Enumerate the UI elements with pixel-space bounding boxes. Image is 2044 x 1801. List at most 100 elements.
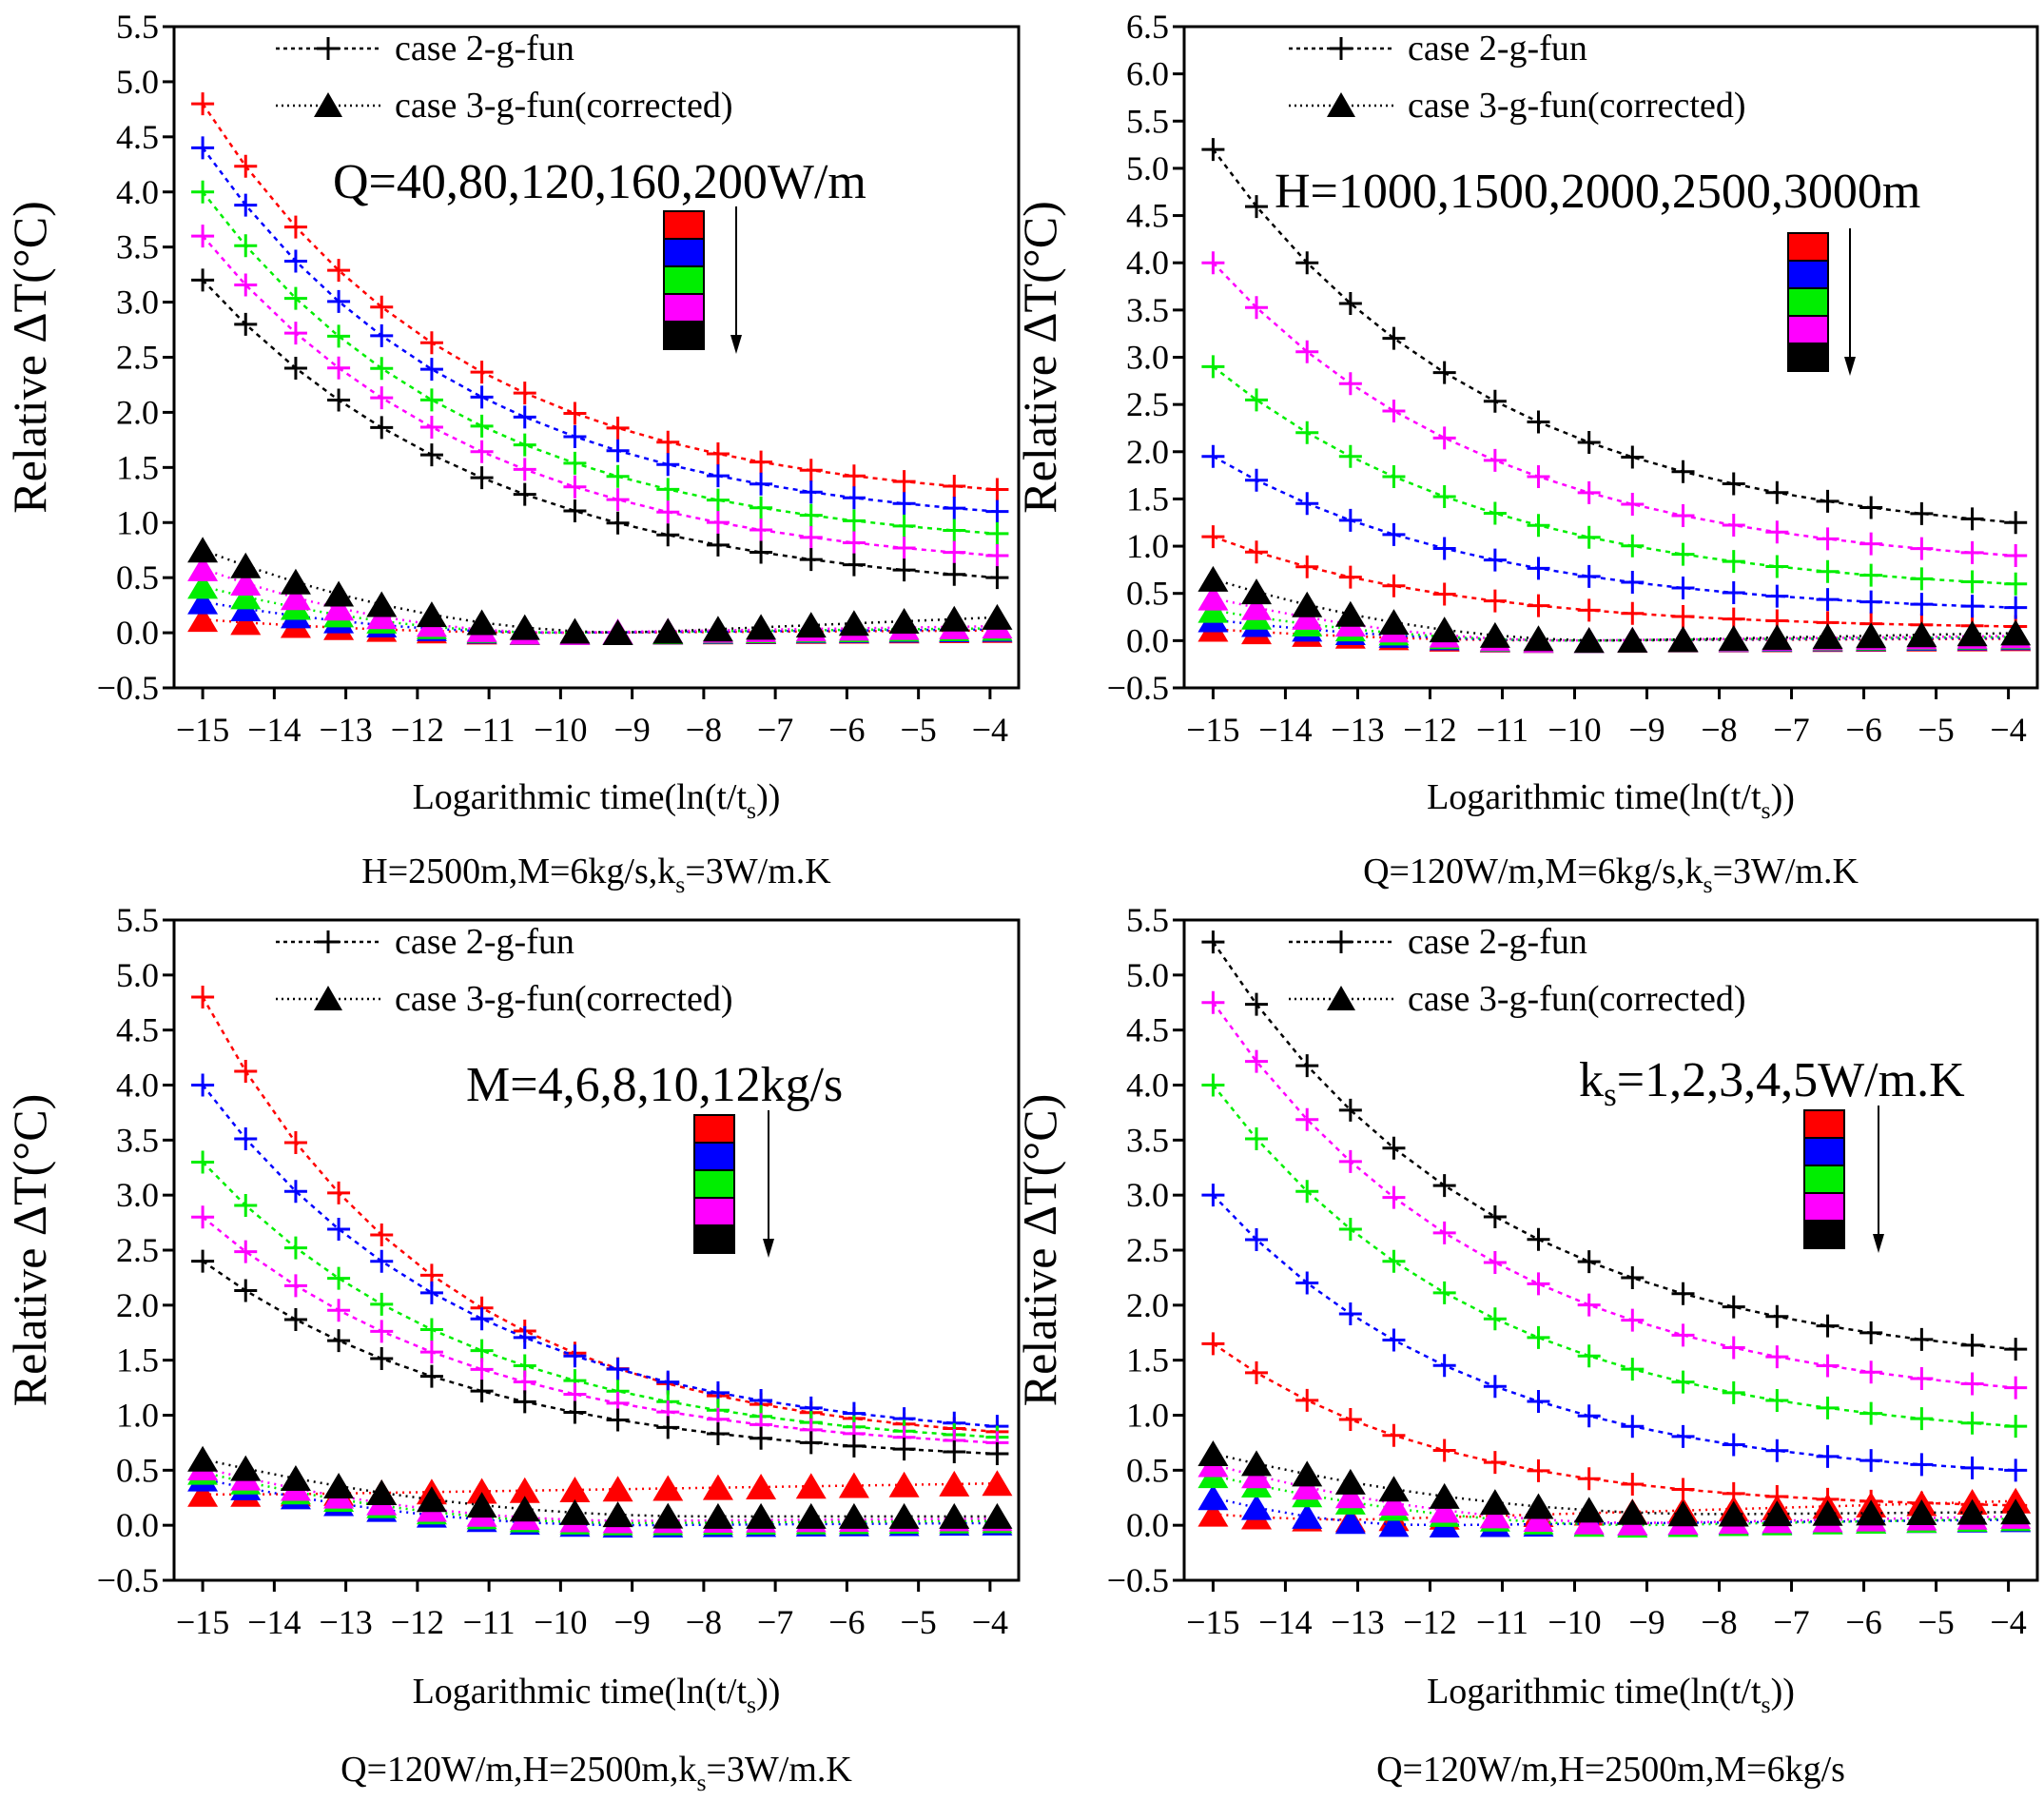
plus-series-line — [1212, 1194, 2016, 1472]
plus-point — [1671, 1424, 1695, 1448]
plus-point — [656, 430, 680, 454]
plus-point — [1960, 570, 1984, 594]
triangle-point — [746, 1502, 777, 1529]
plus-series-line — [1212, 535, 2016, 628]
triangle-point — [1573, 1497, 1605, 1523]
parameter-annotation-sub: s — [1604, 1075, 1617, 1113]
y-tick-label: 5.0 — [116, 956, 159, 994]
plus-point — [1859, 1321, 1883, 1344]
plus-point — [1577, 598, 1601, 622]
x-axis-label: Logarithmic time(ln(t/ts)) — [1427, 777, 1795, 824]
x-axis-label-main: Logarithmic time(ln(t/t — [413, 777, 748, 817]
triangle-point — [1429, 1482, 1460, 1509]
y-tick-label: 3.0 — [116, 284, 159, 322]
plus-point — [1765, 1439, 1789, 1462]
triangle-series-line — [1213, 577, 2016, 642]
triangle-series-line — [1213, 1463, 2016, 1525]
triangle-point — [187, 1480, 219, 1507]
triangle-point — [1334, 1468, 1366, 1495]
triangle-point — [1292, 1460, 1323, 1487]
plus-point — [842, 531, 866, 555]
plus-point — [191, 180, 215, 204]
x-tick-label: −4 — [1990, 1603, 2026, 1641]
series-black — [1197, 930, 2032, 1527]
plus-point — [2004, 1458, 2028, 1482]
plus-point — [1816, 1354, 1840, 1378]
color-swatch — [693, 1224, 735, 1254]
plus-point — [419, 1364, 443, 1388]
series-magenta — [1197, 251, 2032, 654]
plus-point — [1432, 1439, 1456, 1462]
panel-caption: Q=120W/m,H=2500m,ks=3W/m.K — [341, 1750, 852, 1796]
x-axis-label: Logarithmic time(ln(t/ts)) — [1427, 1672, 1795, 1718]
plus-point — [1621, 1266, 1645, 1290]
y-tick-label: 5.5 — [116, 901, 159, 939]
color-order-bar — [693, 1110, 774, 1258]
x-tick-label: −5 — [1917, 711, 1954, 749]
triangle-point — [838, 1502, 869, 1529]
y-tick-label: 0.0 — [116, 614, 159, 652]
x-tick-label: −8 — [1701, 1603, 1737, 1641]
x-tick-label: −14 — [247, 711, 301, 749]
plus-point — [606, 439, 630, 462]
y-tick-label: 4.0 — [116, 173, 159, 211]
order-arrow-head — [730, 335, 742, 354]
x-tick-label: −5 — [900, 1603, 936, 1641]
triangle-point — [1197, 565, 1229, 592]
plus-series-line — [202, 1260, 998, 1456]
plus-point — [1382, 400, 1406, 423]
x-tick-label: −7 — [1773, 1603, 1809, 1641]
color-swatch — [663, 321, 705, 350]
plus-point — [1621, 1415, 1645, 1439]
triangle-point — [1197, 1500, 1229, 1527]
plus-point — [1382, 465, 1406, 489]
series-green — [1197, 1073, 2032, 1538]
triangle-point — [466, 1492, 497, 1518]
x-tick-label: −13 — [1331, 711, 1384, 749]
plus-point — [1671, 504, 1695, 528]
chart-panel-top-right: −0.5 0.0 0.5 1.0 1.5 2.0 2.5 3.0 3.5 4.0 4.5 5.0 5.5… — [1013, 8, 2039, 898]
y-tick-label: 2.5 — [1126, 385, 1169, 423]
triangle-point — [1378, 1511, 1410, 1537]
triangle-point — [416, 601, 447, 628]
y-tick-label: 3.5 — [116, 1121, 159, 1159]
plus-point — [1432, 361, 1456, 384]
plus-point — [799, 480, 823, 504]
plus-point — [370, 416, 394, 440]
plus-point — [1960, 1333, 1984, 1357]
parameter-annotation-main: Q=40,80,120,160,200W/m — [333, 155, 866, 209]
plus-point — [1910, 1407, 1934, 1431]
triangle-point — [1479, 621, 1510, 648]
chart-panel-top-left: −0.5 0.0 0.5 1.0 1.5 2.0 2.5 3.0 3.5 4.0 4.5 5.0 5.5… — [3, 8, 1021, 898]
plus-point — [513, 1370, 536, 1394]
plus-point — [2004, 544, 2028, 567]
plus-point — [1527, 1272, 1550, 1296]
color-swatch — [693, 1197, 735, 1226]
triangle-point — [1856, 1499, 1887, 1526]
plus-point — [1245, 388, 1269, 412]
triangle-series-line — [1213, 1497, 2016, 1527]
triangle-point — [509, 614, 540, 640]
parameter-annotation-post: =1,2,3,4,5W/m.K — [1617, 1053, 1965, 1107]
triangle-point — [702, 616, 733, 642]
series-blue — [1197, 444, 2032, 654]
x-tick-label: −14 — [1258, 711, 1312, 749]
triangle-point — [939, 1502, 970, 1529]
triangle-point — [280, 1465, 311, 1492]
plus-point — [1527, 514, 1550, 538]
y-tick-label: 3.5 — [1126, 1121, 1169, 1159]
plus-point — [1338, 1408, 1362, 1432]
plus-point — [2004, 596, 2028, 619]
plus-point — [470, 1380, 494, 1403]
plus-point — [513, 382, 536, 405]
plus-point — [327, 1217, 351, 1241]
plus-point — [1577, 1344, 1601, 1368]
color-swatch — [1803, 1220, 1845, 1249]
color-swatch — [663, 238, 705, 267]
plus-point — [943, 1439, 966, 1463]
triangle-point — [1197, 1439, 1229, 1466]
triangle-point — [1667, 625, 1699, 652]
plus-point — [563, 1400, 587, 1424]
y-tick-label: 5.5 — [1126, 102, 1169, 140]
plus-point — [1859, 590, 1883, 614]
